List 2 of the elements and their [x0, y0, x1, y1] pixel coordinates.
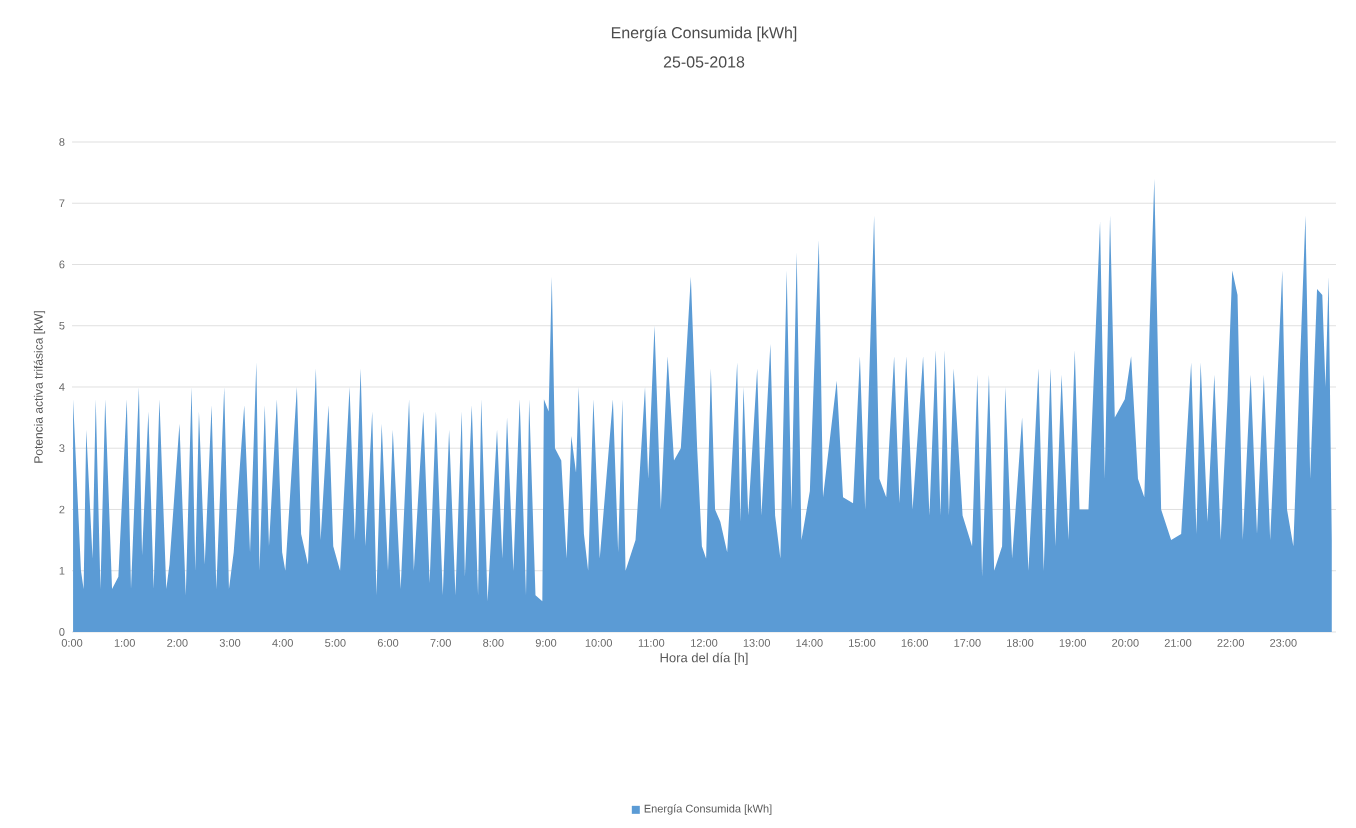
chart-title: Energía Consumida [kWh] [611, 26, 797, 42]
chart-subtitle: 25-05-2018 [663, 56, 745, 68]
